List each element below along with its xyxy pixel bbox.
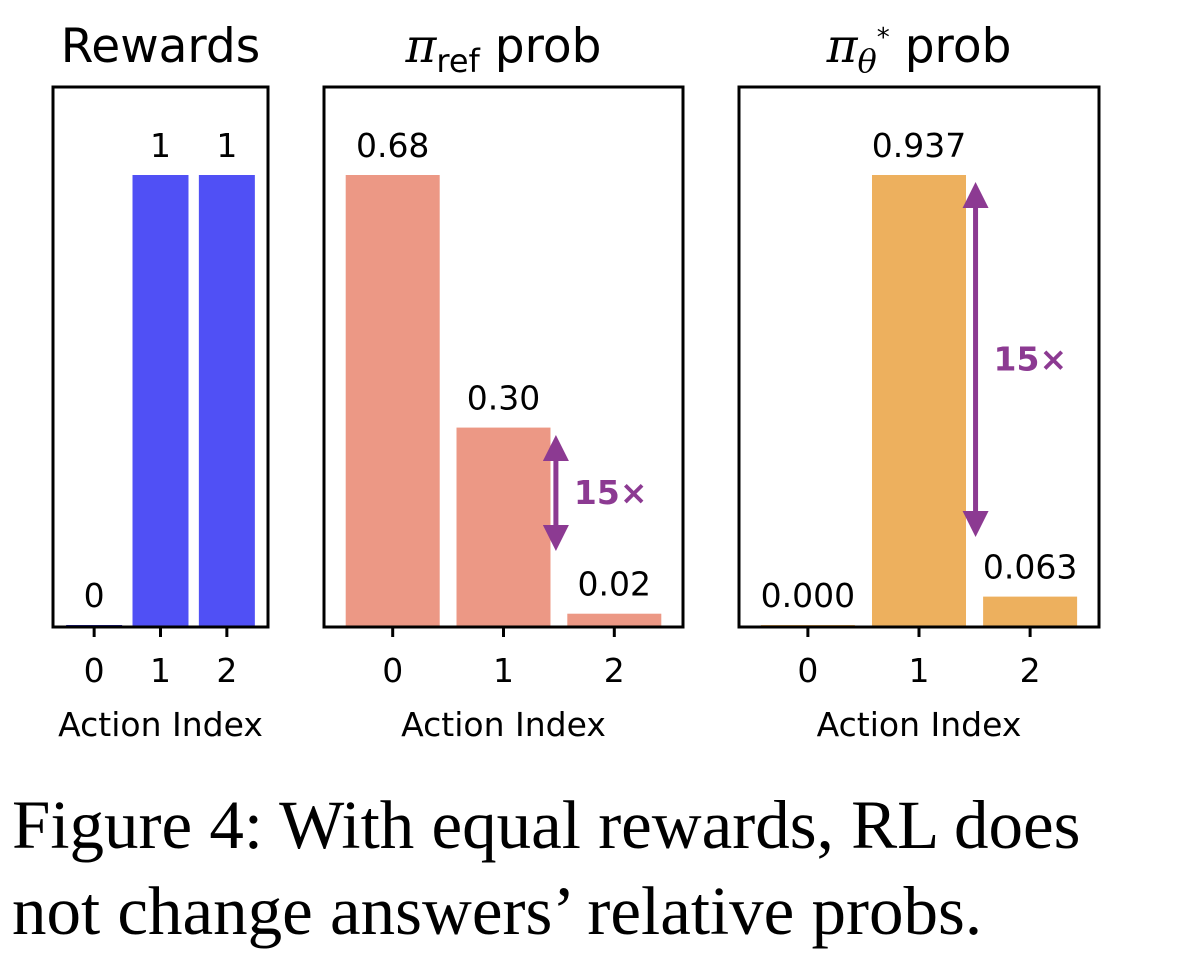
caption-line-2: not change answers’ relative probs.: [12, 873, 983, 949]
x-tick-label-1: 1: [493, 651, 514, 690]
bar-value-label-0: 0.68: [356, 126, 429, 165]
x-axis-label: Action Index: [401, 705, 606, 744]
bar-1: [132, 175, 189, 627]
x-tick-label-2: 2: [1020, 651, 1041, 690]
x-tick-label-1: 1: [909, 651, 930, 690]
x-tick-label-1: 1: [150, 651, 171, 690]
panel-rewards: Rewards 0 1 1 0 1 2 Action Index: [51, 19, 270, 744]
figure-caption: Figure 4: With equal rewards, RL does no…: [12, 782, 1172, 954]
x-tick-label-0: 0: [382, 651, 403, 690]
bar-value-label-2: 1: [216, 126, 237, 165]
figure: Rewards 0 1 1 0 1 2 Action Index πref prob 0.68 0…: [51, 19, 1101, 744]
bar-value-label-0: 0: [84, 576, 105, 615]
x-tick-label-2: 2: [216, 651, 237, 690]
bar-value-label-1: 1: [150, 126, 171, 165]
x-axis-label: Action Index: [58, 705, 263, 744]
caption-line-1: Figure 4: With equal rewards, RL does: [12, 787, 1081, 863]
bar-value-label-0: 0.000: [761, 576, 855, 615]
bar-value-label-1: 0.30: [467, 379, 540, 418]
bar-0: [345, 175, 440, 627]
panel-title: Rewards: [61, 19, 261, 74]
bar-2: [567, 613, 662, 627]
panel-optimal-prob: πθ* prob 0.000 0.937 0.063 0 1 2 Action Index 15…: [737, 19, 1101, 744]
bar-value-label-1: 0.937: [872, 126, 966, 165]
panel-ref-prob: πref prob 0.68 0.30 0.02 0 1 2 Action Index 15×: [322, 19, 685, 744]
bar-2: [198, 175, 255, 627]
x-tick-label-0: 0: [797, 651, 818, 690]
ratio-annotation-label: 15×: [574, 473, 648, 512]
bar-1: [456, 427, 551, 627]
ratio-annotation-label: 15×: [994, 340, 1068, 379]
panel-title: πref prob: [405, 19, 602, 80]
x-tick-label-0: 0: [84, 651, 105, 690]
x-axis-label: Action Index: [817, 705, 1022, 744]
bar-2: [983, 596, 1078, 627]
x-tick-label-2: 2: [604, 651, 625, 690]
panel-title: πθ* prob: [826, 19, 1012, 80]
bar-value-label-2: 0.02: [578, 565, 651, 604]
bar-value-label-2: 0.063: [983, 548, 1077, 587]
bar-1: [872, 175, 966, 627]
